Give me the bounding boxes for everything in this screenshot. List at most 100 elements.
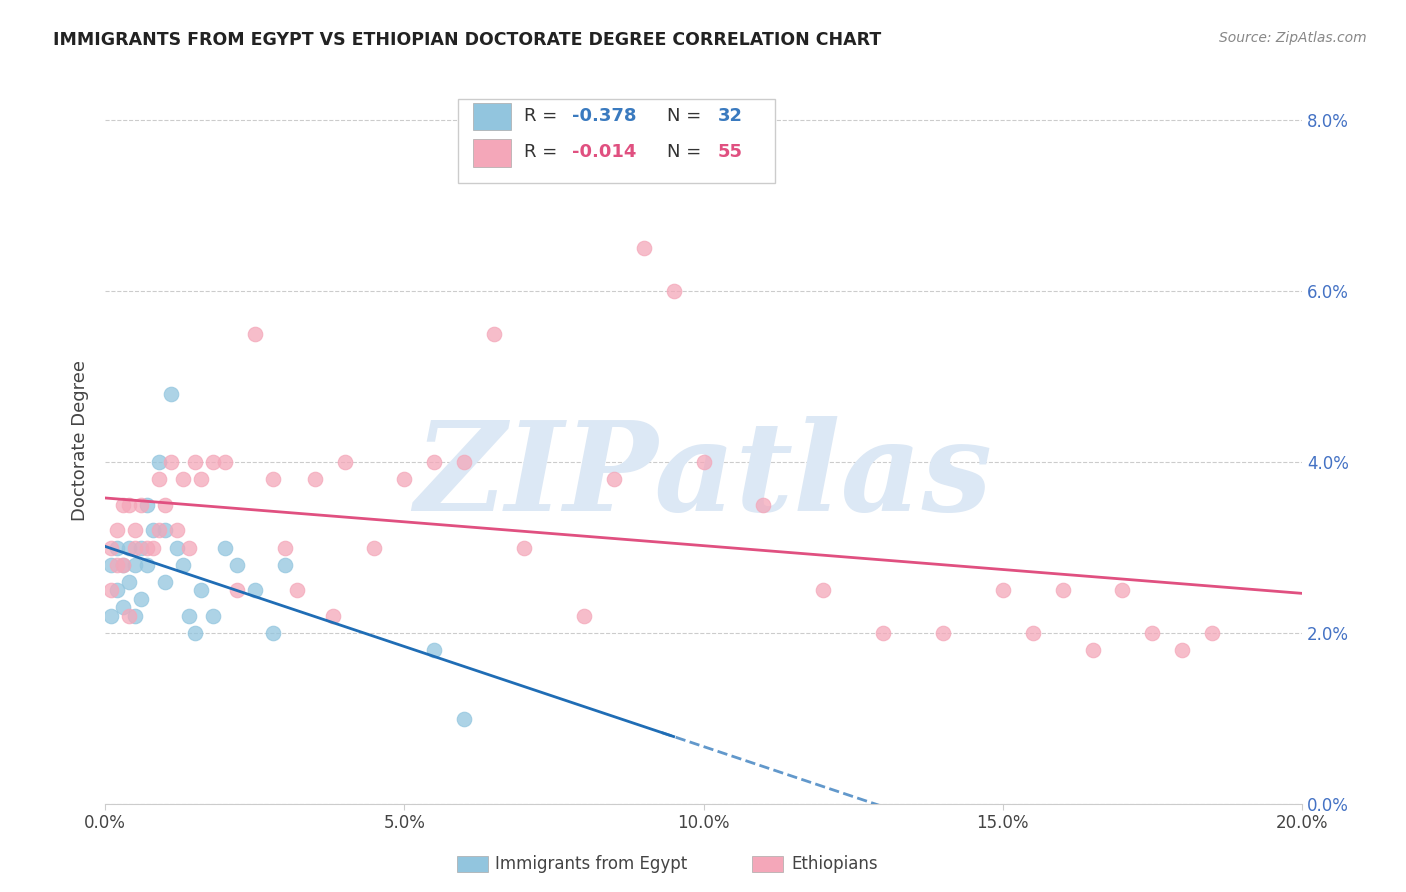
Text: R =: R = xyxy=(524,144,562,161)
Point xyxy=(148,472,170,486)
Point xyxy=(136,558,159,572)
Point xyxy=(100,583,122,598)
Point xyxy=(177,609,200,624)
Point xyxy=(105,524,128,538)
Point xyxy=(160,386,183,401)
Point xyxy=(513,541,536,555)
Point xyxy=(423,643,446,657)
Point xyxy=(453,712,475,726)
Text: IMMIGRANTS FROM EGYPT VS ETHIOPIAN DOCTORATE DEGREE CORRELATION CHART: IMMIGRANTS FROM EGYPT VS ETHIOPIAN DOCTO… xyxy=(53,31,882,49)
Text: Source: ZipAtlas.com: Source: ZipAtlas.com xyxy=(1219,31,1367,45)
Point xyxy=(262,626,284,640)
Point xyxy=(572,609,595,624)
Point xyxy=(363,541,385,555)
Point xyxy=(153,498,176,512)
Point xyxy=(322,609,344,624)
Point xyxy=(153,524,176,538)
Point xyxy=(136,541,159,555)
Point xyxy=(932,626,955,640)
Point xyxy=(262,472,284,486)
Point xyxy=(124,524,146,538)
Point xyxy=(129,498,152,512)
Point xyxy=(813,583,835,598)
Point xyxy=(1081,643,1104,657)
Text: -0.378: -0.378 xyxy=(572,107,637,125)
Point xyxy=(105,541,128,555)
Point xyxy=(394,472,416,486)
Point xyxy=(142,524,165,538)
Point xyxy=(148,455,170,469)
Point xyxy=(1052,583,1074,598)
Y-axis label: Doctorate Degree: Doctorate Degree xyxy=(72,360,89,521)
Point xyxy=(184,455,207,469)
Point xyxy=(603,472,626,486)
Point xyxy=(177,541,200,555)
Point xyxy=(129,591,152,606)
Point xyxy=(752,498,775,512)
Text: R =: R = xyxy=(524,107,562,125)
Point xyxy=(304,472,326,486)
Point xyxy=(124,558,146,572)
Point xyxy=(160,455,183,469)
Point xyxy=(118,609,141,624)
Point xyxy=(1142,626,1164,640)
Point xyxy=(100,609,122,624)
Point xyxy=(112,558,135,572)
Point xyxy=(105,583,128,598)
Point xyxy=(274,558,297,572)
Point xyxy=(136,498,159,512)
Bar xyxy=(472,139,510,167)
Point xyxy=(423,455,446,469)
Point xyxy=(285,583,308,598)
Point xyxy=(201,609,224,624)
Text: Ethiopians: Ethiopians xyxy=(792,855,879,873)
Point xyxy=(100,558,122,572)
Text: N =: N = xyxy=(644,107,707,125)
Text: Immigrants from Egypt: Immigrants from Egypt xyxy=(495,855,688,873)
Point xyxy=(1021,626,1043,640)
Text: 55: 55 xyxy=(718,144,742,161)
Point xyxy=(118,498,141,512)
Point xyxy=(243,583,266,598)
Point xyxy=(482,326,505,341)
Point xyxy=(274,541,297,555)
Text: -0.014: -0.014 xyxy=(572,144,637,161)
Point xyxy=(453,455,475,469)
Point xyxy=(129,541,152,555)
Point xyxy=(142,541,165,555)
FancyBboxPatch shape xyxy=(458,99,775,183)
Point xyxy=(118,574,141,589)
Point xyxy=(166,524,188,538)
Point xyxy=(225,583,247,598)
Text: ZIPatlas: ZIPatlas xyxy=(415,417,993,538)
Point xyxy=(190,472,212,486)
Point xyxy=(201,455,224,469)
Point xyxy=(662,284,685,298)
Point xyxy=(172,558,194,572)
Point xyxy=(184,626,207,640)
Point xyxy=(100,541,122,555)
Point xyxy=(105,558,128,572)
Point xyxy=(1201,626,1223,640)
Point xyxy=(118,541,141,555)
Point xyxy=(214,541,236,555)
Point xyxy=(124,609,146,624)
Point xyxy=(190,583,212,598)
Point xyxy=(1111,583,1133,598)
Point xyxy=(991,583,1014,598)
Point xyxy=(243,326,266,341)
Point xyxy=(124,541,146,555)
Point xyxy=(112,558,135,572)
Point xyxy=(633,241,655,255)
Point xyxy=(225,558,247,572)
Point xyxy=(692,455,714,469)
Text: N =: N = xyxy=(644,144,707,161)
Point xyxy=(872,626,894,640)
Point xyxy=(166,541,188,555)
Point xyxy=(153,574,176,589)
Text: 32: 32 xyxy=(718,107,742,125)
Point xyxy=(214,455,236,469)
Bar xyxy=(472,103,510,130)
Point xyxy=(172,472,194,486)
Point xyxy=(112,498,135,512)
